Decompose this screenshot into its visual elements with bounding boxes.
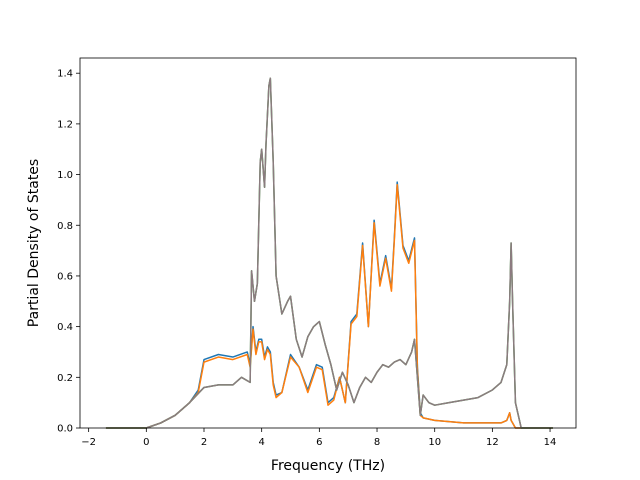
y-tick-label: 1.0: [57, 170, 73, 181]
x-axis-label: Frequency (THz): [271, 458, 385, 474]
x-tick-label: 10: [428, 437, 441, 448]
y-tick-label: 1.2: [57, 119, 73, 130]
y-tick-label: 0.2: [57, 373, 73, 384]
y-tick-label: 0.0: [57, 424, 73, 435]
x-axis: −2 0 2 4 6 8 10 12 14: [81, 428, 556, 448]
y-axis: 0.0 0.2 0.4 0.6 0.8 1.0 1.2 1.4: [57, 69, 80, 435]
series-layer: [105, 77, 553, 429]
x-tick-label: 6: [316, 437, 322, 448]
y-tick-label: 0.8: [57, 221, 73, 232]
x-tick-label: 14: [544, 437, 557, 448]
x-tick-label: 4: [258, 437, 264, 448]
x-tick-label: 0: [143, 437, 149, 448]
y-axis-label: Partial Density of States: [26, 159, 42, 327]
y-tick-label: 1.4: [57, 69, 73, 80]
y-tick-label: 0.6: [57, 271, 73, 282]
x-tick-label: 2: [201, 437, 207, 448]
series-line-4: [105, 77, 553, 429]
plot-frame: [79, 57, 577, 429]
y-tick-label: 0.4: [57, 322, 73, 333]
x-tick-label: 8: [374, 437, 380, 448]
series-line-2: [105, 183, 553, 429]
x-tick-label: 12: [486, 437, 499, 448]
x-tick-label: −2: [81, 437, 96, 448]
